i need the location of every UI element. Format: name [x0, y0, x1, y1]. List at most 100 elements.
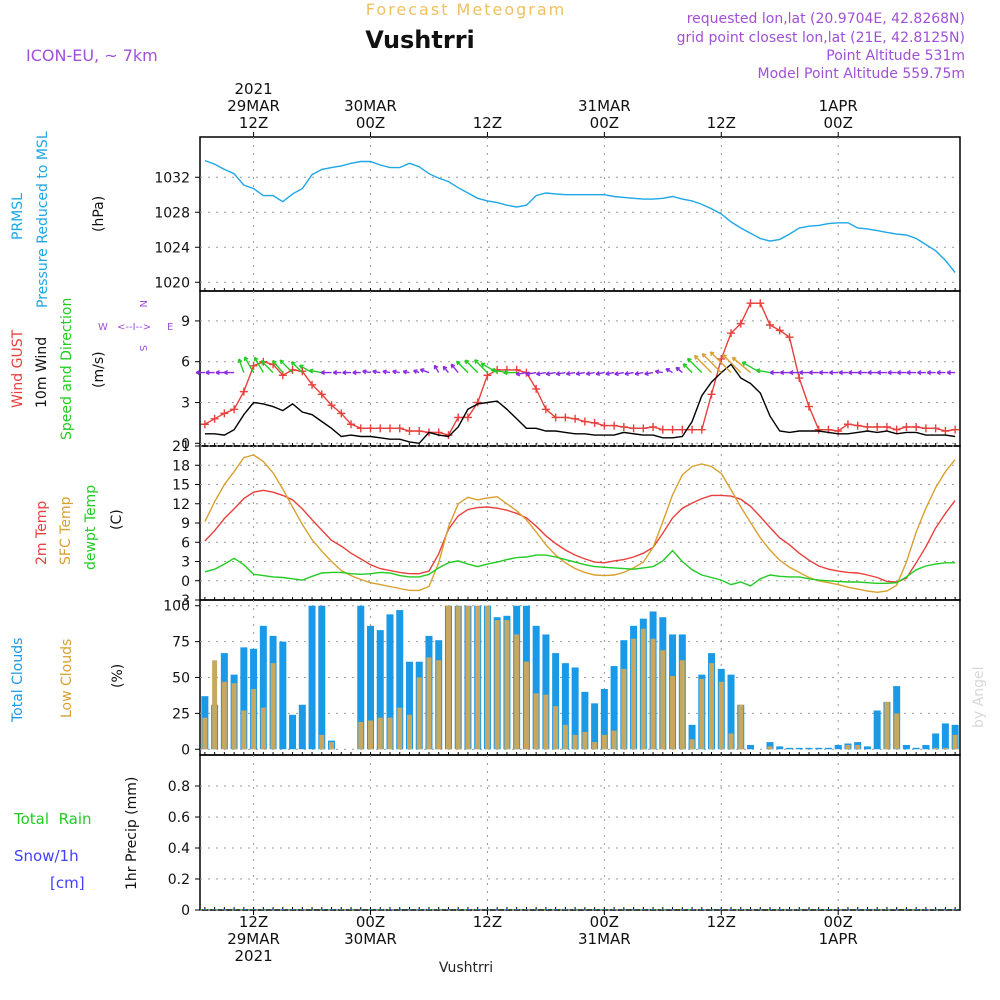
low-cloud-bar [543, 694, 549, 750]
clouds-unit: (%) [110, 664, 126, 688]
snow-bar [905, 909, 908, 910]
y-tick-label: 3 [181, 555, 190, 571]
wind-barb-head [352, 370, 357, 376]
y-tick-label: 18 [172, 458, 190, 474]
wind-barb-head [829, 370, 834, 376]
time-axis-top-label: 00Z [824, 114, 853, 132]
gust-marker [766, 320, 774, 329]
gust-marker [454, 413, 463, 422]
gust-marker [590, 418, 599, 427]
panel-frame [199, 290, 961, 447]
gust-marker [746, 299, 755, 308]
snow-bar [661, 909, 664, 910]
wind-barb [516, 371, 527, 376]
y-tick-label: 21 [172, 439, 190, 455]
wind-barb-head [525, 371, 530, 377]
y-tick-label: 1028 [154, 205, 190, 221]
snow-bar [272, 909, 275, 910]
gust-marker [278, 371, 287, 380]
snow-bar [934, 909, 937, 910]
wind-barb-head [243, 356, 249, 362]
wind-barb-head [693, 354, 699, 360]
snow-bar [671, 909, 674, 910]
snow-bar [291, 909, 294, 910]
low-cloud-bar [894, 713, 900, 750]
wind-barb-head [433, 364, 439, 370]
wind-barb-head [362, 369, 367, 375]
gust-marker [200, 420, 209, 429]
pressure-msl-label: Pressure Reduced to MSL [35, 131, 51, 308]
low-cloud-bar [933, 747, 939, 750]
wind-barb [309, 369, 322, 374]
gust-marker [795, 374, 804, 383]
total-cloud-bar [766, 742, 774, 750]
gust-marker [678, 425, 687, 434]
gust-marker [308, 380, 317, 389]
gust-marker [230, 405, 239, 414]
gust-marker [756, 299, 765, 308]
wind-barb-head [332, 370, 338, 376]
low-cloud-bar [942, 747, 948, 750]
total-cloud-bar [873, 710, 881, 750]
total-cloud-bar [795, 747, 803, 750]
wind-barb-head [503, 370, 508, 376]
time-axis-bottom-label: 1APR [819, 930, 858, 948]
gust-marker [804, 402, 813, 411]
snow-bar [311, 909, 314, 910]
low-cloud-bar [738, 704, 744, 750]
wind-barbs [195, 351, 956, 377]
wind-barb-head [195, 370, 200, 376]
snow-bar [340, 909, 343, 910]
wind-barb-head [701, 352, 707, 358]
low-cloud-bar [406, 714, 412, 750]
y-tick-label: -3 [176, 593, 190, 609]
wind-barb-head [779, 370, 785, 376]
panel-0: 1020 1024 1028 1032 [154, 136, 961, 292]
y-tick-label: 100 [163, 599, 190, 615]
total-cloud-bar [318, 605, 326, 750]
snow-bar [856, 909, 859, 910]
wind-gust-label: Wind GUST [10, 329, 26, 408]
time-axis-top-label: 29MAR [227, 97, 280, 115]
snow-bar [525, 909, 528, 910]
time-axis-bottom-label: 31MAR [578, 930, 631, 948]
low-cloud-bar [416, 677, 422, 750]
temp-unit: (C) [109, 509, 125, 530]
gust-marker [951, 425, 960, 434]
wind-barb-head [279, 359, 285, 365]
snow-bar [778, 909, 781, 910]
wind-barb [687, 357, 703, 374]
total-cloud-bar [367, 625, 375, 750]
low-cloud-bar [650, 638, 656, 750]
series-line-sfc-temp [204, 454, 956, 594]
wind-barb [731, 356, 751, 374]
wind-barb-head [818, 370, 824, 376]
low-cloud-bar [670, 676, 676, 750]
low-cloud-bar [260, 707, 266, 750]
gust-marker [571, 414, 580, 423]
gust-marker [220, 409, 229, 418]
total-cloud-bar [610, 666, 618, 750]
wind-barb-head [722, 354, 727, 359]
snow-bar [642, 909, 645, 910]
wind-barb-head [450, 363, 456, 369]
snow-bar [807, 909, 810, 910]
low-cloud-bar [231, 683, 237, 750]
gust-marker [551, 413, 560, 422]
gust-marker [863, 422, 872, 431]
snow-bar [798, 909, 801, 910]
low-cloud-bar [660, 650, 666, 750]
wind-barb-head [665, 368, 670, 373]
time-axis-top-label: 12Z [239, 114, 268, 132]
dewpt-label: dewpt Temp [83, 485, 99, 570]
wind-barb-head [392, 369, 397, 375]
wind-barb [291, 361, 303, 374]
low-cloud-bar [631, 638, 637, 750]
gust-marker [668, 425, 677, 434]
wind-barb-head [799, 370, 804, 376]
gust-marker [317, 390, 326, 399]
snow-bar [652, 909, 655, 910]
low-cloud-bar [884, 701, 890, 750]
wind10m-label: 10m Wind [34, 337, 50, 408]
